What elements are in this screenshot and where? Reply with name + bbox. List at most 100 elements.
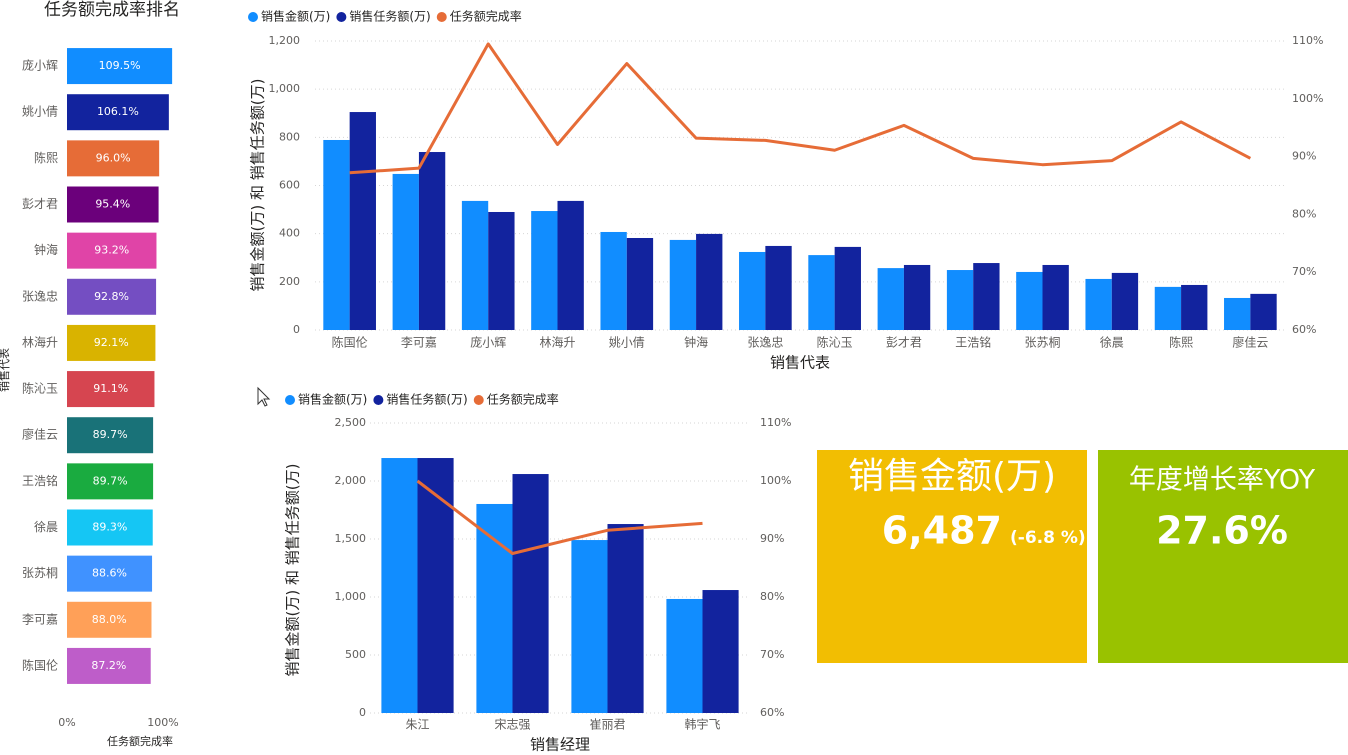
bar	[461, 200, 489, 330]
bar	[67, 371, 155, 408]
x-tick-label: 徐晨	[1100, 335, 1124, 350]
x-tick-label: 张逸忠	[747, 336, 783, 350]
card-change: (-6.8 %)	[1010, 528, 1086, 548]
legend-marker	[473, 395, 484, 405]
legend-marker	[436, 12, 447, 22]
bar	[1016, 271, 1043, 330]
x-axis-title: 任务额完成率	[107, 734, 173, 748]
bar	[765, 245, 792, 330]
bar	[1224, 297, 1251, 330]
x-tick-label: 崔丽君	[589, 718, 625, 732]
y-tick-label: 2,500	[335, 416, 367, 429]
y-axis-title: 销售金额(万) 和 销售任务额(万)	[249, 79, 267, 292]
bar	[392, 173, 419, 330]
x-tick-label: 姚小倩	[609, 336, 645, 350]
x-tick-label: 张苏桐	[1024, 336, 1060, 350]
bar	[1042, 264, 1069, 330]
bar	[571, 540, 608, 713]
bar	[626, 238, 654, 330]
card-title: 销售金额(万)	[848, 456, 1056, 497]
x-tick-label: 100%	[147, 716, 178, 729]
y-tick-label: 600	[279, 179, 300, 192]
y-tick-label: 2,000	[335, 474, 367, 487]
data-label: 89.7%	[93, 428, 128, 441]
bar	[67, 417, 154, 454]
data-label: 91.1%	[93, 382, 128, 395]
y-tick-label: 500	[345, 648, 366, 661]
y-tick-label: 400	[279, 227, 300, 240]
data-label: 89.3%	[92, 521, 127, 534]
bar	[488, 211, 515, 330]
y-tick-label: 陈沁玉	[22, 381, 58, 396]
data-label: 89.7%	[93, 474, 128, 487]
bar	[1111, 272, 1139, 330]
bar	[67, 278, 157, 315]
x-tick-label: 宋志强	[494, 717, 530, 732]
y2-tick-label: 70%	[760, 648, 784, 661]
x-axis-title: 销售经理	[530, 736, 590, 754]
bar	[67, 48, 173, 85]
bar	[600, 231, 627, 330]
bar	[1085, 278, 1112, 330]
bar	[702, 590, 739, 713]
data-label: 88.6%	[92, 567, 127, 580]
bar	[669, 239, 697, 330]
y-tick-label: 林海升	[22, 334, 58, 349]
x-tick-label: 林海升	[539, 335, 575, 350]
chart-title: 任务额完成率排名	[44, 0, 180, 20]
y-axis-title: 销售代表	[0, 348, 11, 392]
bar	[557, 200, 584, 330]
x-tick-label: 李可嘉	[401, 335, 437, 350]
x-tick-label: 陈沁玉	[817, 335, 853, 350]
x-tick-label: 钟海	[684, 335, 708, 350]
x-tick-label: 朱江	[405, 718, 429, 732]
y-tick-label: 彭才君	[22, 197, 58, 211]
card-value: 27.6%	[1156, 509, 1288, 553]
y2-tick-label: 90%	[1292, 150, 1316, 163]
legend-label: 销售金额(万)	[261, 9, 330, 24]
sales-card	[817, 450, 1087, 663]
legend-label: 任务额完成率	[487, 392, 559, 407]
y-tick-label: 钟海	[34, 242, 58, 257]
y-tick-label: 1,000	[335, 590, 367, 603]
y-tick-label: 李可嘉	[22, 611, 58, 626]
bar	[696, 233, 723, 330]
data-label: 95.4%	[95, 198, 130, 211]
bar	[67, 324, 156, 361]
bar	[323, 139, 350, 330]
yoy-card	[1098, 450, 1348, 663]
bar	[877, 268, 904, 330]
legend-label: 任务额完成率	[450, 9, 522, 24]
y-tick-label: 张逸忠	[22, 289, 58, 303]
y-tick-label: 王浩铭	[22, 473, 58, 488]
bar	[973, 263, 1000, 330]
bar	[67, 601, 152, 638]
data-label: 93.2%	[94, 244, 129, 257]
y-tick-label: 800	[279, 130, 300, 143]
y-tick-label: 0	[293, 323, 300, 336]
data-label: 87.2%	[91, 659, 126, 672]
y-tick-label: 1,200	[269, 34, 301, 47]
y2-tick-label: 100%	[1292, 92, 1323, 105]
y-tick-label: 张苏桐	[22, 566, 58, 580]
y2-tick-label: 70%	[1292, 265, 1316, 278]
bar	[381, 458, 418, 713]
bar	[531, 211, 558, 330]
bar	[946, 270, 974, 330]
y-tick-label: 陈熙	[34, 150, 58, 165]
data-label: 88.0%	[92, 613, 127, 626]
bar	[666, 598, 703, 713]
y2-tick-label: 90%	[760, 532, 784, 545]
data-label: 109.5%	[99, 59, 141, 72]
card-title: 年度增长率YOY	[1129, 465, 1316, 496]
x-axis-title: 销售代表	[770, 354, 830, 372]
data-label: 96.0%	[96, 151, 131, 164]
bar	[903, 264, 931, 330]
legend-label: 销售任务额(万)	[386, 392, 467, 407]
y2-tick-label: 100%	[760, 474, 791, 487]
y2-tick-label: 110%	[760, 416, 791, 429]
y2-tick-label: 60%	[1292, 323, 1316, 336]
bar	[607, 524, 644, 713]
legend-marker	[373, 395, 384, 405]
